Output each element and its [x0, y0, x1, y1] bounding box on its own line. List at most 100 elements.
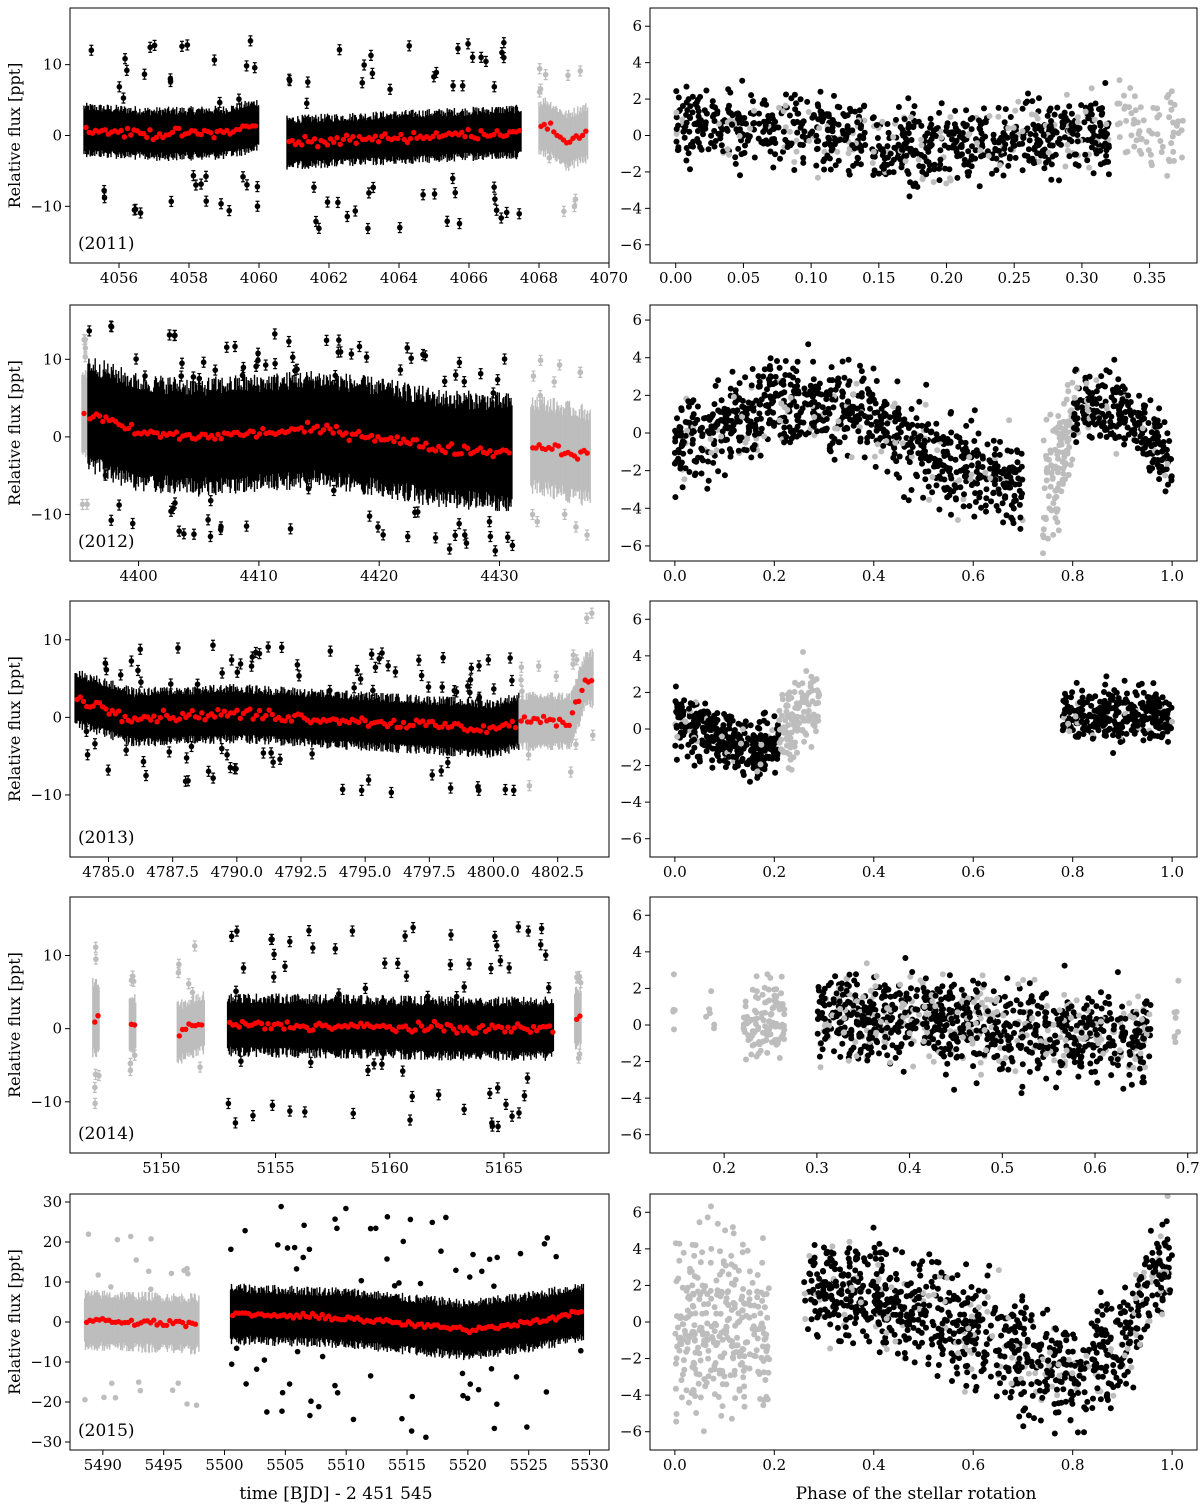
phase-point	[1055, 527, 1062, 534]
phase-point	[978, 504, 985, 511]
phase-point	[941, 485, 948, 492]
outlier-point	[196, 375, 203, 382]
outlier-point	[170, 505, 176, 512]
phase-point	[899, 146, 905, 153]
phase-point	[687, 166, 693, 173]
phase-point	[943, 180, 950, 187]
phase-point	[730, 407, 737, 414]
phase-point	[975, 430, 982, 437]
binned-point	[212, 436, 218, 442]
phase-point	[873, 378, 880, 384]
phase-point	[741, 115, 748, 121]
phase-point	[1060, 418, 1067, 425]
phase-point	[1170, 148, 1177, 155]
phase-point	[1137, 104, 1144, 111]
binned-point	[250, 429, 256, 435]
phase-point	[899, 422, 905, 428]
phase-point	[1048, 161, 1055, 168]
outlier-point	[287, 526, 294, 532]
phase-point	[1086, 164, 1093, 171]
phase-point	[1150, 104, 1157, 111]
phase-point	[725, 417, 732, 424]
phase-point	[861, 117, 868, 124]
phase-point	[729, 368, 736, 375]
x-tick-label: 4060	[240, 269, 278, 287]
outlier-point	[459, 82, 466, 89]
phase-point	[745, 430, 752, 436]
outlier-point	[254, 183, 261, 190]
phase-point	[974, 140, 980, 147]
x-tick-label: 1.0	[1160, 567, 1184, 585]
phase-point	[1091, 116, 1098, 123]
phase-point	[810, 358, 817, 365]
phase-point	[798, 429, 805, 436]
phase-point	[1123, 117, 1130, 124]
phase-point	[801, 390, 808, 397]
phase-point	[1066, 103, 1073, 110]
phase-point	[679, 484, 686, 491]
phase-point	[713, 447, 720, 454]
phase-point	[891, 144, 898, 151]
outlier-point	[369, 70, 376, 77]
phase-point	[794, 358, 801, 365]
phase-point	[1088, 144, 1095, 151]
binned-point	[491, 131, 497, 138]
phase-point	[721, 472, 728, 479]
phase-point	[784, 144, 791, 150]
phase-point	[1157, 138, 1164, 144]
binned-point	[423, 440, 429, 446]
phase-point	[933, 436, 940, 443]
phase-point	[884, 121, 891, 127]
phase-point	[1113, 450, 1120, 457]
outlier-point	[375, 524, 381, 530]
phase-point	[1068, 110, 1075, 117]
outlier-point	[102, 472, 109, 479]
phase-point	[1065, 472, 1072, 478]
phase-point	[736, 126, 743, 133]
phase-point	[1035, 142, 1042, 149]
binned-point	[176, 125, 182, 132]
phase-point	[993, 503, 1000, 509]
outlier-point	[420, 191, 426, 198]
panels-layer: 4056 4058 4060 4062 4064 4066 4068 4070−10010Re…	[5, 7, 1200, 1474]
phase-point	[1006, 417, 1013, 424]
phase-point	[1074, 114, 1081, 121]
phase-point	[767, 374, 774, 381]
phase-point	[1149, 465, 1156, 472]
phase-point	[959, 151, 965, 158]
phase-point	[699, 424, 705, 431]
phase-point	[1110, 403, 1117, 410]
phase-point	[704, 485, 711, 492]
phase-point	[1088, 85, 1095, 92]
segment-1	[86, 320, 516, 557]
phase-point	[933, 457, 940, 464]
phase-point	[1048, 470, 1055, 477]
phase-point	[938, 134, 945, 141]
phase-point	[1087, 136, 1094, 143]
phase-point	[937, 128, 944, 135]
outlier-point	[537, 357, 544, 364]
binned-point	[340, 136, 347, 143]
phase-point	[685, 403, 692, 410]
phase-point	[1015, 98, 1022, 105]
y-tick-label: −2	[620, 163, 642, 181]
phase-point	[756, 410, 763, 417]
phase-point	[758, 425, 765, 432]
phase-point	[751, 107, 757, 114]
phase-point	[840, 111, 847, 117]
phase-point	[1073, 439, 1080, 446]
phase-point	[1014, 447, 1020, 454]
phase-point	[965, 148, 972, 155]
phase-point	[682, 432, 689, 439]
phase-point	[814, 428, 821, 435]
phase-point	[1103, 403, 1110, 410]
binned-point	[516, 127, 523, 134]
outlier-point	[82, 336, 89, 343]
phase-point	[1125, 402, 1132, 409]
phase-point	[841, 374, 848, 381]
outlier-point	[551, 379, 557, 385]
outlier-point	[431, 191, 438, 197]
phase-point	[1148, 162, 1155, 169]
phase-point	[815, 385, 822, 392]
phase-point	[925, 457, 932, 464]
